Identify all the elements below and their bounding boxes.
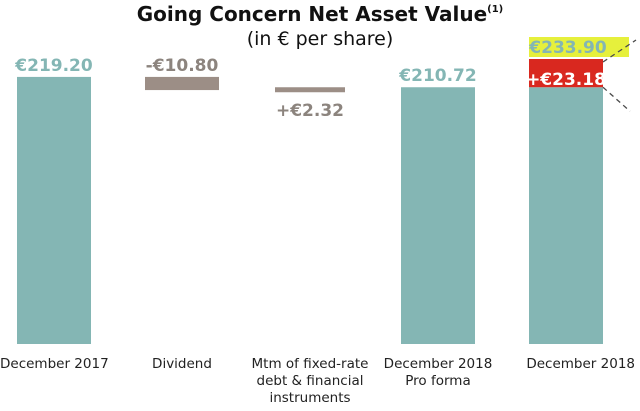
data-label-1: -€10.80 bbox=[146, 56, 219, 76]
total-label-highlight bbox=[529, 37, 629, 57]
category-label-2-line-2: instruments bbox=[269, 390, 350, 406]
chart-subtitle: (in € per share) bbox=[246, 28, 394, 50]
category-label-2-line-0: Mtm of fixed-rate bbox=[252, 356, 369, 372]
chart-title-text: Going Concern Net Asset Value bbox=[136, 2, 488, 26]
connector-upper bbox=[602, 39, 637, 63]
data-label-0: €219.20 bbox=[14, 56, 93, 76]
bar-increase-4 bbox=[529, 59, 603, 88]
bar-positive-2 bbox=[275, 87, 345, 93]
bar-negative-1 bbox=[145, 76, 219, 91]
chart-title: Going Concern Net Asset Value(1) bbox=[0, 2, 640, 26]
category-label-2-line-1: debt & financial bbox=[257, 373, 364, 389]
title-footnote-marker: (1) bbox=[487, 4, 504, 15]
category-label-1: Dividend bbox=[152, 356, 212, 372]
bar-total-3 bbox=[401, 87, 475, 345]
data-label-3: €210.72 bbox=[398, 66, 476, 86]
data-label-2: +€2.32 bbox=[276, 101, 344, 121]
category-label-0: December 2017 bbox=[0, 356, 109, 372]
connector-lower bbox=[602, 86, 631, 112]
category-label-3-line-0: December 2018 bbox=[384, 356, 493, 372]
data-label-increase-4: +€23.18 bbox=[526, 70, 606, 90]
bar-base-4 bbox=[529, 87, 603, 345]
category-label-3-line-1: Pro forma bbox=[405, 373, 470, 389]
data-label-total-4: €233.90 bbox=[528, 38, 607, 58]
category-label-4: December 2018 bbox=[526, 356, 635, 372]
bar-total-0 bbox=[17, 76, 91, 344]
